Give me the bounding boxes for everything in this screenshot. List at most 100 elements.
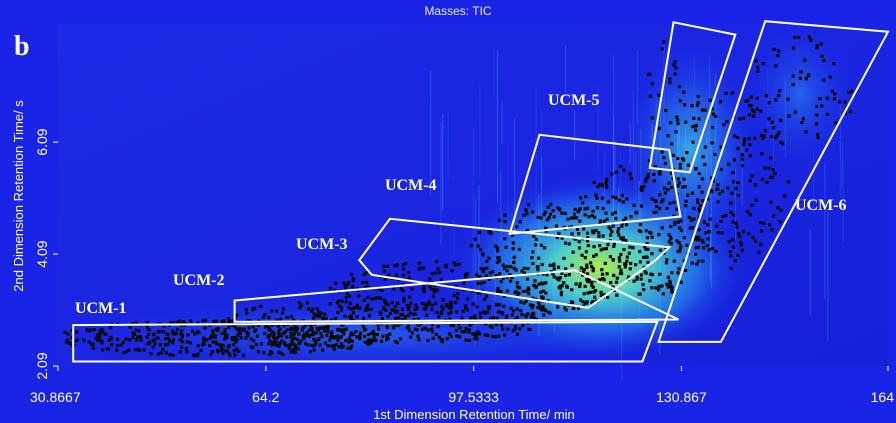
peak-marker xyxy=(435,311,439,315)
peak-marker xyxy=(469,316,473,320)
peak-marker xyxy=(330,318,334,322)
region-label-ucm-3: UCM-3 xyxy=(296,236,348,253)
peak-marker xyxy=(321,326,325,330)
peak-marker xyxy=(304,334,308,338)
peak-marker xyxy=(847,90,851,94)
peak-marker xyxy=(455,296,460,300)
peak-marker xyxy=(570,300,574,304)
peak-marker xyxy=(777,49,781,53)
peak-marker xyxy=(410,287,414,291)
peak-marker xyxy=(259,342,263,346)
peak-marker xyxy=(660,226,664,230)
peak-marker xyxy=(607,225,611,229)
peak-marker xyxy=(667,240,671,244)
peak-marker xyxy=(444,304,449,308)
peak-marker xyxy=(351,277,356,281)
peak-marker xyxy=(458,335,462,339)
peak-marker xyxy=(307,307,311,311)
peak-marker xyxy=(571,306,575,310)
peak-marker xyxy=(700,190,704,194)
peak-marker xyxy=(262,351,266,355)
peak-marker xyxy=(465,272,469,276)
peak-marker xyxy=(532,316,536,320)
peak-marker xyxy=(351,332,355,336)
peak-marker xyxy=(278,342,282,346)
peak-marker xyxy=(211,330,215,334)
peak-marker xyxy=(657,126,662,130)
peak-marker xyxy=(225,349,229,353)
peak-marker xyxy=(171,329,175,333)
peak-marker xyxy=(378,310,382,315)
peak-marker xyxy=(517,247,521,251)
peak-marker xyxy=(408,295,412,299)
peak-marker xyxy=(542,313,546,317)
peak-marker xyxy=(334,343,338,347)
peak-marker xyxy=(252,339,256,343)
peak-marker xyxy=(399,287,403,291)
peak-marker xyxy=(337,345,341,349)
peak-marker xyxy=(261,315,265,319)
peak-marker xyxy=(690,225,694,230)
peak-marker xyxy=(539,216,543,220)
peak-marker xyxy=(200,343,205,347)
peak-marker xyxy=(289,327,293,331)
peak-marker xyxy=(713,152,717,157)
peak-marker xyxy=(714,249,718,253)
peak-marker xyxy=(511,241,515,245)
peak-marker xyxy=(515,225,519,229)
peak-marker xyxy=(740,153,744,157)
peak-marker xyxy=(521,289,525,293)
peak-marker xyxy=(282,324,286,328)
peak-marker xyxy=(516,285,520,289)
peak-marker xyxy=(413,312,417,316)
peak-marker xyxy=(383,298,387,302)
peak-marker xyxy=(351,279,355,283)
peak-marker xyxy=(697,207,701,211)
peak-marker xyxy=(404,261,408,266)
peak-marker xyxy=(168,339,172,343)
peak-marker xyxy=(289,335,293,339)
peak-marker xyxy=(583,213,587,217)
peak-marker xyxy=(171,341,175,345)
peak-marker xyxy=(580,253,584,257)
peak-marker xyxy=(270,330,275,334)
peak-marker xyxy=(479,248,483,252)
peak-marker xyxy=(332,344,336,348)
peak-marker xyxy=(146,332,151,337)
peak-marker xyxy=(272,321,276,325)
peak-marker xyxy=(729,201,733,205)
peak-marker xyxy=(345,292,349,296)
peak-marker xyxy=(577,240,581,244)
peak-marker xyxy=(624,238,628,242)
peak-marker xyxy=(221,352,225,356)
peak-marker xyxy=(678,226,682,230)
peak-marker xyxy=(679,244,683,248)
peak-marker xyxy=(287,346,292,351)
peak-marker xyxy=(349,333,353,337)
peak-marker xyxy=(502,294,506,298)
peak-marker xyxy=(695,262,699,266)
peak-marker xyxy=(366,333,371,337)
peak-marker xyxy=(127,348,131,352)
peak-marker xyxy=(454,284,458,288)
region-label-ucm-6: UCM-6 xyxy=(795,197,847,214)
peak-marker xyxy=(477,230,481,235)
peak-marker xyxy=(233,338,237,342)
peak-marker xyxy=(441,298,445,302)
peak-marker xyxy=(471,289,475,293)
peak-marker xyxy=(471,302,475,306)
peak-marker xyxy=(449,306,453,310)
peak-marker xyxy=(728,250,732,254)
peak-marker xyxy=(377,327,381,331)
peak-marker xyxy=(115,337,120,341)
peak-marker xyxy=(354,330,358,334)
peak-marker xyxy=(767,166,771,170)
peak-marker xyxy=(318,343,322,347)
peak-marker xyxy=(602,247,606,251)
peak-marker xyxy=(525,277,530,281)
peak-marker xyxy=(678,166,682,170)
peak-marker xyxy=(312,344,316,348)
peak-marker xyxy=(441,307,445,311)
peak-marker xyxy=(326,344,330,348)
peak-marker xyxy=(658,172,662,176)
